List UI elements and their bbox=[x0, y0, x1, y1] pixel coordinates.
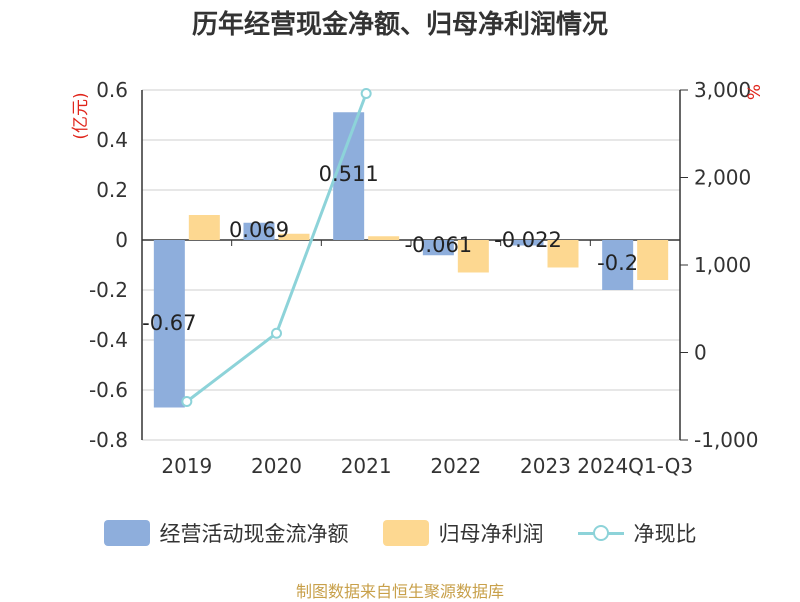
right-axis-tick-label: -1,000 bbox=[694, 428, 758, 452]
legend-swatch-cash-ratio bbox=[577, 520, 624, 546]
bar-net-profit bbox=[457, 240, 489, 273]
bar-net-profit bbox=[278, 233, 310, 240]
data-source-note: 制图数据来自恒生聚源数据库 bbox=[295, 582, 504, 601]
legend-label-net-profit: 归母净利润 bbox=[438, 522, 544, 546]
bar-net-profit bbox=[368, 236, 400, 240]
x-axis-tick-label: 2023 bbox=[520, 454, 571, 478]
left-axis-tick-label: -0.8 bbox=[89, 428, 128, 452]
data-label-cashflow: 0.511 bbox=[319, 162, 379, 186]
legend: 经营活动现金流净额 归母净利润 净现比 bbox=[0, 518, 800, 548]
left-axis-unit: (亿元) bbox=[71, 92, 91, 139]
left-axis-tick-label: 0.6 bbox=[96, 78, 128, 102]
left-axis-tick-label: 0 bbox=[115, 228, 128, 252]
data-label-cashflow: -0.67 bbox=[142, 311, 196, 335]
x-axis-tick-label: 2022 bbox=[430, 454, 481, 478]
legend-swatch-cashflow bbox=[103, 520, 150, 546]
legend-label-cash-ratio: 净现比 bbox=[633, 522, 697, 546]
right-axis-tick-label: 3,000 bbox=[694, 78, 751, 102]
chart-title: 历年经营现金净额、归母净利润情况 bbox=[191, 10, 608, 40]
left-axis-tick-label: 0.2 bbox=[96, 178, 128, 202]
right-axis-tick-label: 2,000 bbox=[694, 166, 751, 190]
x-axis-tick-label: 2021 bbox=[341, 454, 392, 478]
bar-cashflow bbox=[243, 222, 275, 240]
point-cash-ratio bbox=[271, 327, 282, 339]
x-axis-tick-label: 2024Q1-Q3 bbox=[577, 454, 693, 478]
x-axis-tick-label: 2020 bbox=[251, 454, 302, 478]
left-axis-tick-label: 0.4 bbox=[96, 128, 128, 152]
legend-item-cash-ratio[interactable]: 净现比 bbox=[577, 518, 697, 548]
right-axis-tick-label: 0 bbox=[694, 341, 707, 365]
data-label-cashflow: 0.069 bbox=[229, 218, 289, 242]
data-label-cashflow: -0.2 bbox=[597, 251, 638, 275]
bar-net-profit bbox=[547, 240, 579, 268]
bar-net-profit bbox=[637, 240, 669, 280]
x-axis-tick-label: 2019 bbox=[161, 454, 212, 478]
left-axis-tick-label: -0.6 bbox=[89, 378, 128, 402]
right-axis-tick-label: 1,000 bbox=[694, 253, 751, 277]
legend-label-cashflow: 经营活动现金流净额 bbox=[159, 522, 349, 546]
legend-item-cashflow[interactable]: 经营活动现金流净额 bbox=[103, 518, 349, 548]
bar-cashflow bbox=[602, 240, 634, 290]
legend-item-net-profit[interactable]: 归母净利润 bbox=[382, 518, 544, 548]
data-label-cashflow: -0.022 bbox=[494, 228, 562, 252]
left-axis-tick-label: -0.4 bbox=[89, 328, 128, 352]
chart-area: 0.6 0.4 0.2 0 -0.2 -0.4 -0.6 -0.8 3,000 2,000 1,00… bbox=[71, 78, 765, 478]
legend-swatch-net-profit bbox=[382, 520, 429, 546]
bar-net-profit bbox=[188, 215, 220, 240]
point-cash-ratio bbox=[360, 88, 372, 99]
bar-cashflow bbox=[512, 240, 544, 246]
bar-cashflow bbox=[153, 240, 185, 408]
right-axis-unit: % bbox=[745, 84, 765, 100]
point-cash-ratio bbox=[181, 396, 193, 407]
data-label-cashflow: -0.061 bbox=[404, 233, 472, 257]
bar-cashflow bbox=[422, 240, 454, 256]
bar-cashflow bbox=[333, 112, 365, 240]
left-axis-tick-label: -0.2 bbox=[89, 278, 128, 302]
